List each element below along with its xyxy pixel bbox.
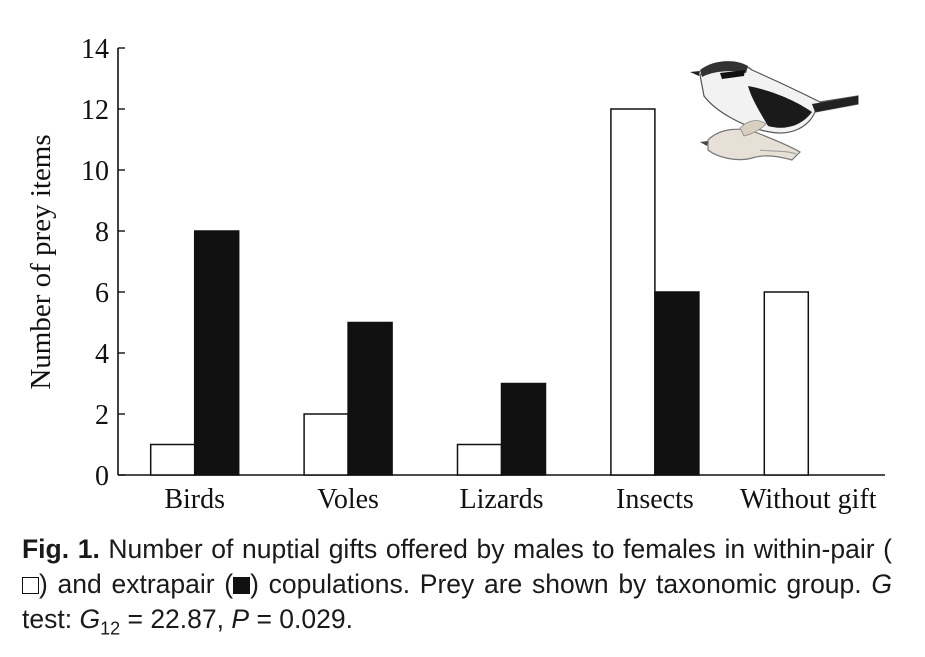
caption-text-2: ) and extrapair ( — [39, 569, 234, 599]
y-tick-label: 14 — [81, 34, 109, 65]
bar-extrapair — [654, 291, 700, 476]
bar-within-pair — [149, 443, 196, 476]
caption-text-1: Number of nuptial gifts offered by males… — [108, 534, 892, 564]
bar-within-pair — [456, 443, 503, 476]
y-axis-label: Number of prey items — [25, 134, 57, 389]
shrike-bird-illustration — [690, 61, 859, 161]
filled-square-icon — [233, 577, 251, 594]
bar-within-pair — [303, 413, 349, 476]
caption-p-value: = 0.029. — [256, 604, 353, 634]
bar-within-pair — [763, 291, 810, 476]
x-tick-label: Voles — [317, 484, 379, 515]
bar-extrapair — [193, 230, 240, 476]
y-tick-label: 8 — [95, 217, 109, 248]
caption-g12: G — [79, 604, 101, 634]
x-tick-label: Lizards — [460, 484, 544, 515]
y-tick-label: 4 — [95, 339, 109, 370]
x-tick-label: Without gift — [740, 484, 877, 515]
caption-test-word: test: — [22, 604, 73, 634]
y-tick-label: 10 — [81, 156, 109, 187]
y-tick-label: 2 — [95, 400, 109, 431]
bar-extrapair — [347, 321, 393, 476]
bar-within-pair — [610, 108, 656, 476]
caption-label: Fig. 1. — [22, 534, 100, 564]
y-tick-label: 6 — [95, 278, 109, 309]
caption-g12-sub: 12 — [100, 618, 121, 639]
figure-caption: Fig. 1. Number of nuptial gifts offered … — [22, 532, 892, 646]
caption-stat: = 22.87, — [127, 604, 224, 634]
x-tick-label: Insects — [616, 484, 694, 515]
caption-g: G — [871, 569, 892, 599]
bar-extrapair — [500, 382, 547, 476]
y-tick-label: 0 — [95, 461, 109, 492]
caption-text-3: ) copulations. Prey are shown by taxonom… — [250, 569, 862, 599]
open-square-icon — [22, 577, 39, 594]
caption-p: P — [231, 604, 250, 634]
x-tick-label: Birds — [164, 484, 225, 515]
plot-area: 0 2 4 6 8 10 12 14 Birds Voles Lizards Insects Witho… — [81, 34, 885, 515]
y-tick-label: 12 — [81, 95, 109, 126]
